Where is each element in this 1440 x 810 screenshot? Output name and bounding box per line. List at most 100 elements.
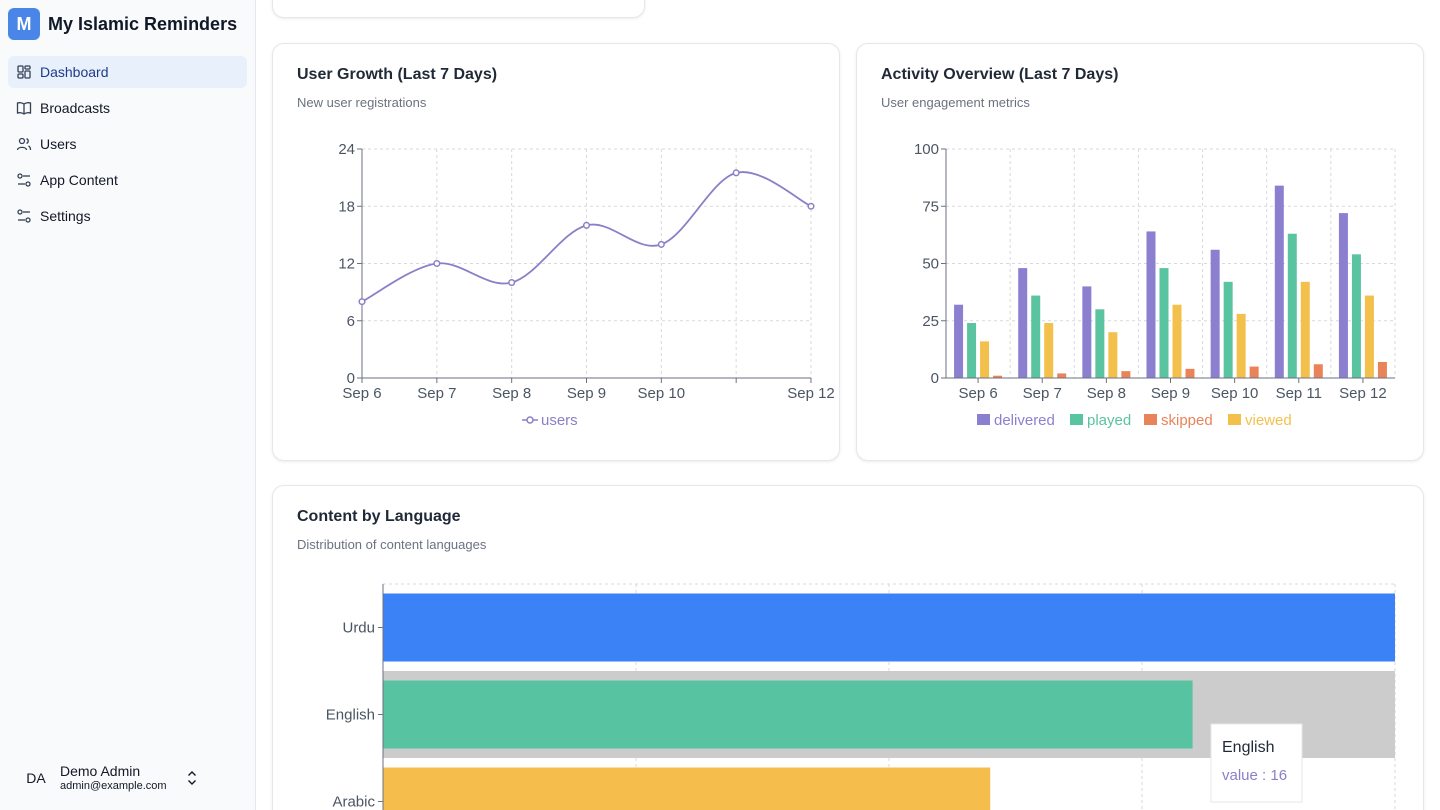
bar-played [1223, 281, 1233, 378]
data-point [807, 202, 815, 210]
x-tick-label: Sep 12 [787, 385, 835, 402]
bar-played [967, 323, 977, 378]
sidebar-item-label: App Content [40, 172, 118, 188]
y-tick-label: 100 [914, 141, 939, 158]
bar-delivered [1338, 213, 1348, 378]
data-point [508, 279, 516, 287]
sidebar-item-label: Users [40, 136, 77, 152]
bar-delivered [954, 304, 964, 378]
legend-swatch-viewed [1228, 414, 1241, 425]
card-title: User Growth (Last 7 Days) [297, 66, 498, 83]
bar-viewed [980, 341, 990, 378]
dashboard-icon [16, 64, 32, 80]
tooltip-value: value : 16 [1222, 767, 1287, 784]
y-tick-label: 25 [922, 313, 939, 330]
sidebar-item-label: Settings [40, 208, 91, 224]
legend-label: users [541, 412, 578, 429]
bar-skipped [993, 375, 1003, 378]
card-title: Content by Language [297, 508, 461, 525]
chevron-up-down-icon[interactable] [184, 768, 200, 788]
y-tick-label: English [326, 707, 375, 724]
legend-label: viewed [1245, 412, 1292, 429]
bar-delivered [1082, 286, 1092, 378]
y-tick-label: 75 [922, 198, 939, 215]
bar-played [1159, 268, 1169, 378]
tooltip-box [1210, 723, 1303, 803]
sidebar: M My Islamic Reminders Dashboard [0, 0, 256, 810]
legend-label: skipped [1161, 412, 1213, 429]
x-tick-label: Sep 7 [1023, 385, 1062, 402]
legend-label: played [1087, 412, 1131, 429]
y-tick-label: 24 [338, 141, 355, 158]
tooltip-title: English [1222, 739, 1274, 756]
legend-swatch-played [1070, 414, 1083, 425]
bar-played [1095, 309, 1105, 378]
bar-viewed [1108, 332, 1118, 378]
x-tick-label: Sep 8 [1087, 385, 1126, 402]
language-card: Content by Language Distribution of cont… [272, 485, 1424, 810]
bar-delivered [1146, 231, 1156, 378]
x-tick-label: Sep 6 [958, 385, 997, 402]
x-tick-label: Sep 8 [492, 385, 531, 402]
data-point [732, 169, 740, 177]
legend-label: delivered [994, 412, 1055, 429]
legend-swatch-skipped [1144, 414, 1157, 425]
card-subtitle: Distribution of content languages [297, 537, 487, 552]
y-tick-label: 0 [347, 370, 355, 387]
sidebar-item-dashboard[interactable]: Dashboard [8, 56, 247, 88]
bar-skipped [1057, 373, 1067, 378]
users-icon [16, 136, 32, 152]
bar-skipped [1185, 368, 1195, 378]
data-point [582, 221, 591, 229]
bar-skipped [1313, 364, 1323, 378]
bar-viewed [1364, 295, 1374, 378]
user-name: Demo Admin [60, 763, 141, 779]
y-tick-label: 12 [338, 256, 355, 273]
bar-urdu [383, 593, 1395, 662]
user-info: Demo Admin admin@example.com [60, 763, 167, 793]
x-tick-label: Sep 9 [567, 385, 606, 402]
x-tick-label: Sep 9 [1151, 385, 1190, 402]
bar-delivered [1018, 268, 1028, 378]
bar-english [383, 680, 1193, 749]
bar-played [1351, 254, 1361, 378]
y-tick-label: 6 [347, 313, 355, 330]
data-point [358, 298, 366, 306]
x-tick-label: Sep 12 [1339, 385, 1387, 402]
user-growth-card: User Growth (Last 7 Days) New user regis… [272, 43, 840, 461]
y-tick-label: 18 [338, 198, 355, 215]
y-tick-label: 50 [922, 256, 939, 273]
bar-viewed [1300, 281, 1310, 378]
bar-arabic [383, 767, 991, 810]
bar-delivered [1274, 185, 1284, 378]
settings-icon [16, 208, 32, 224]
brand-logo: M [8, 8, 40, 40]
card-subtitle: New user registrations [297, 95, 427, 110]
book-icon [16, 100, 32, 116]
x-tick-label: Sep 10 [638, 385, 686, 402]
sidebar-item-users[interactable]: Users [8, 128, 247, 160]
x-tick-label: Sep 7 [417, 385, 456, 402]
language-chart: Urdu English Arabic English value : 16 [326, 583, 1396, 810]
stat-card-partial [272, 0, 645, 18]
bar-played [1287, 233, 1297, 378]
avatar: DA [26, 770, 46, 786]
sidebar-item-broadcasts[interactable]: Broadcasts [8, 92, 247, 124]
user-growth-chart: 0 6 12 18 24 Sep 6 Sep 7 Sep 8 Sep 9 Sep 10 Sep 12… [338, 141, 835, 429]
x-tick-label: Sep 11 [1276, 385, 1322, 402]
bar-skipped [1377, 361, 1387, 378]
sidebar-item-app-content[interactable]: App Content [8, 164, 247, 196]
card-title: Activity Overview (Last 7 Days) [881, 66, 1119, 83]
legend-swatch-delivered [977, 414, 990, 425]
user-menu[interactable]: DA Demo Admin admin@example.com [16, 756, 246, 800]
bar-skipped [1121, 371, 1131, 378]
x-tick-label: Sep 10 [1211, 385, 1259, 402]
brand[interactable]: M My Islamic Reminders [8, 8, 237, 40]
x-tick-label: Sep 6 [342, 385, 381, 402]
sliders-icon [16, 172, 32, 188]
brand-title: My Islamic Reminders [48, 13, 238, 34]
sidebar-item-settings[interactable]: Settings [8, 200, 247, 232]
bar-skipped [1249, 366, 1259, 378]
user-email: admin@example.com [60, 779, 167, 792]
